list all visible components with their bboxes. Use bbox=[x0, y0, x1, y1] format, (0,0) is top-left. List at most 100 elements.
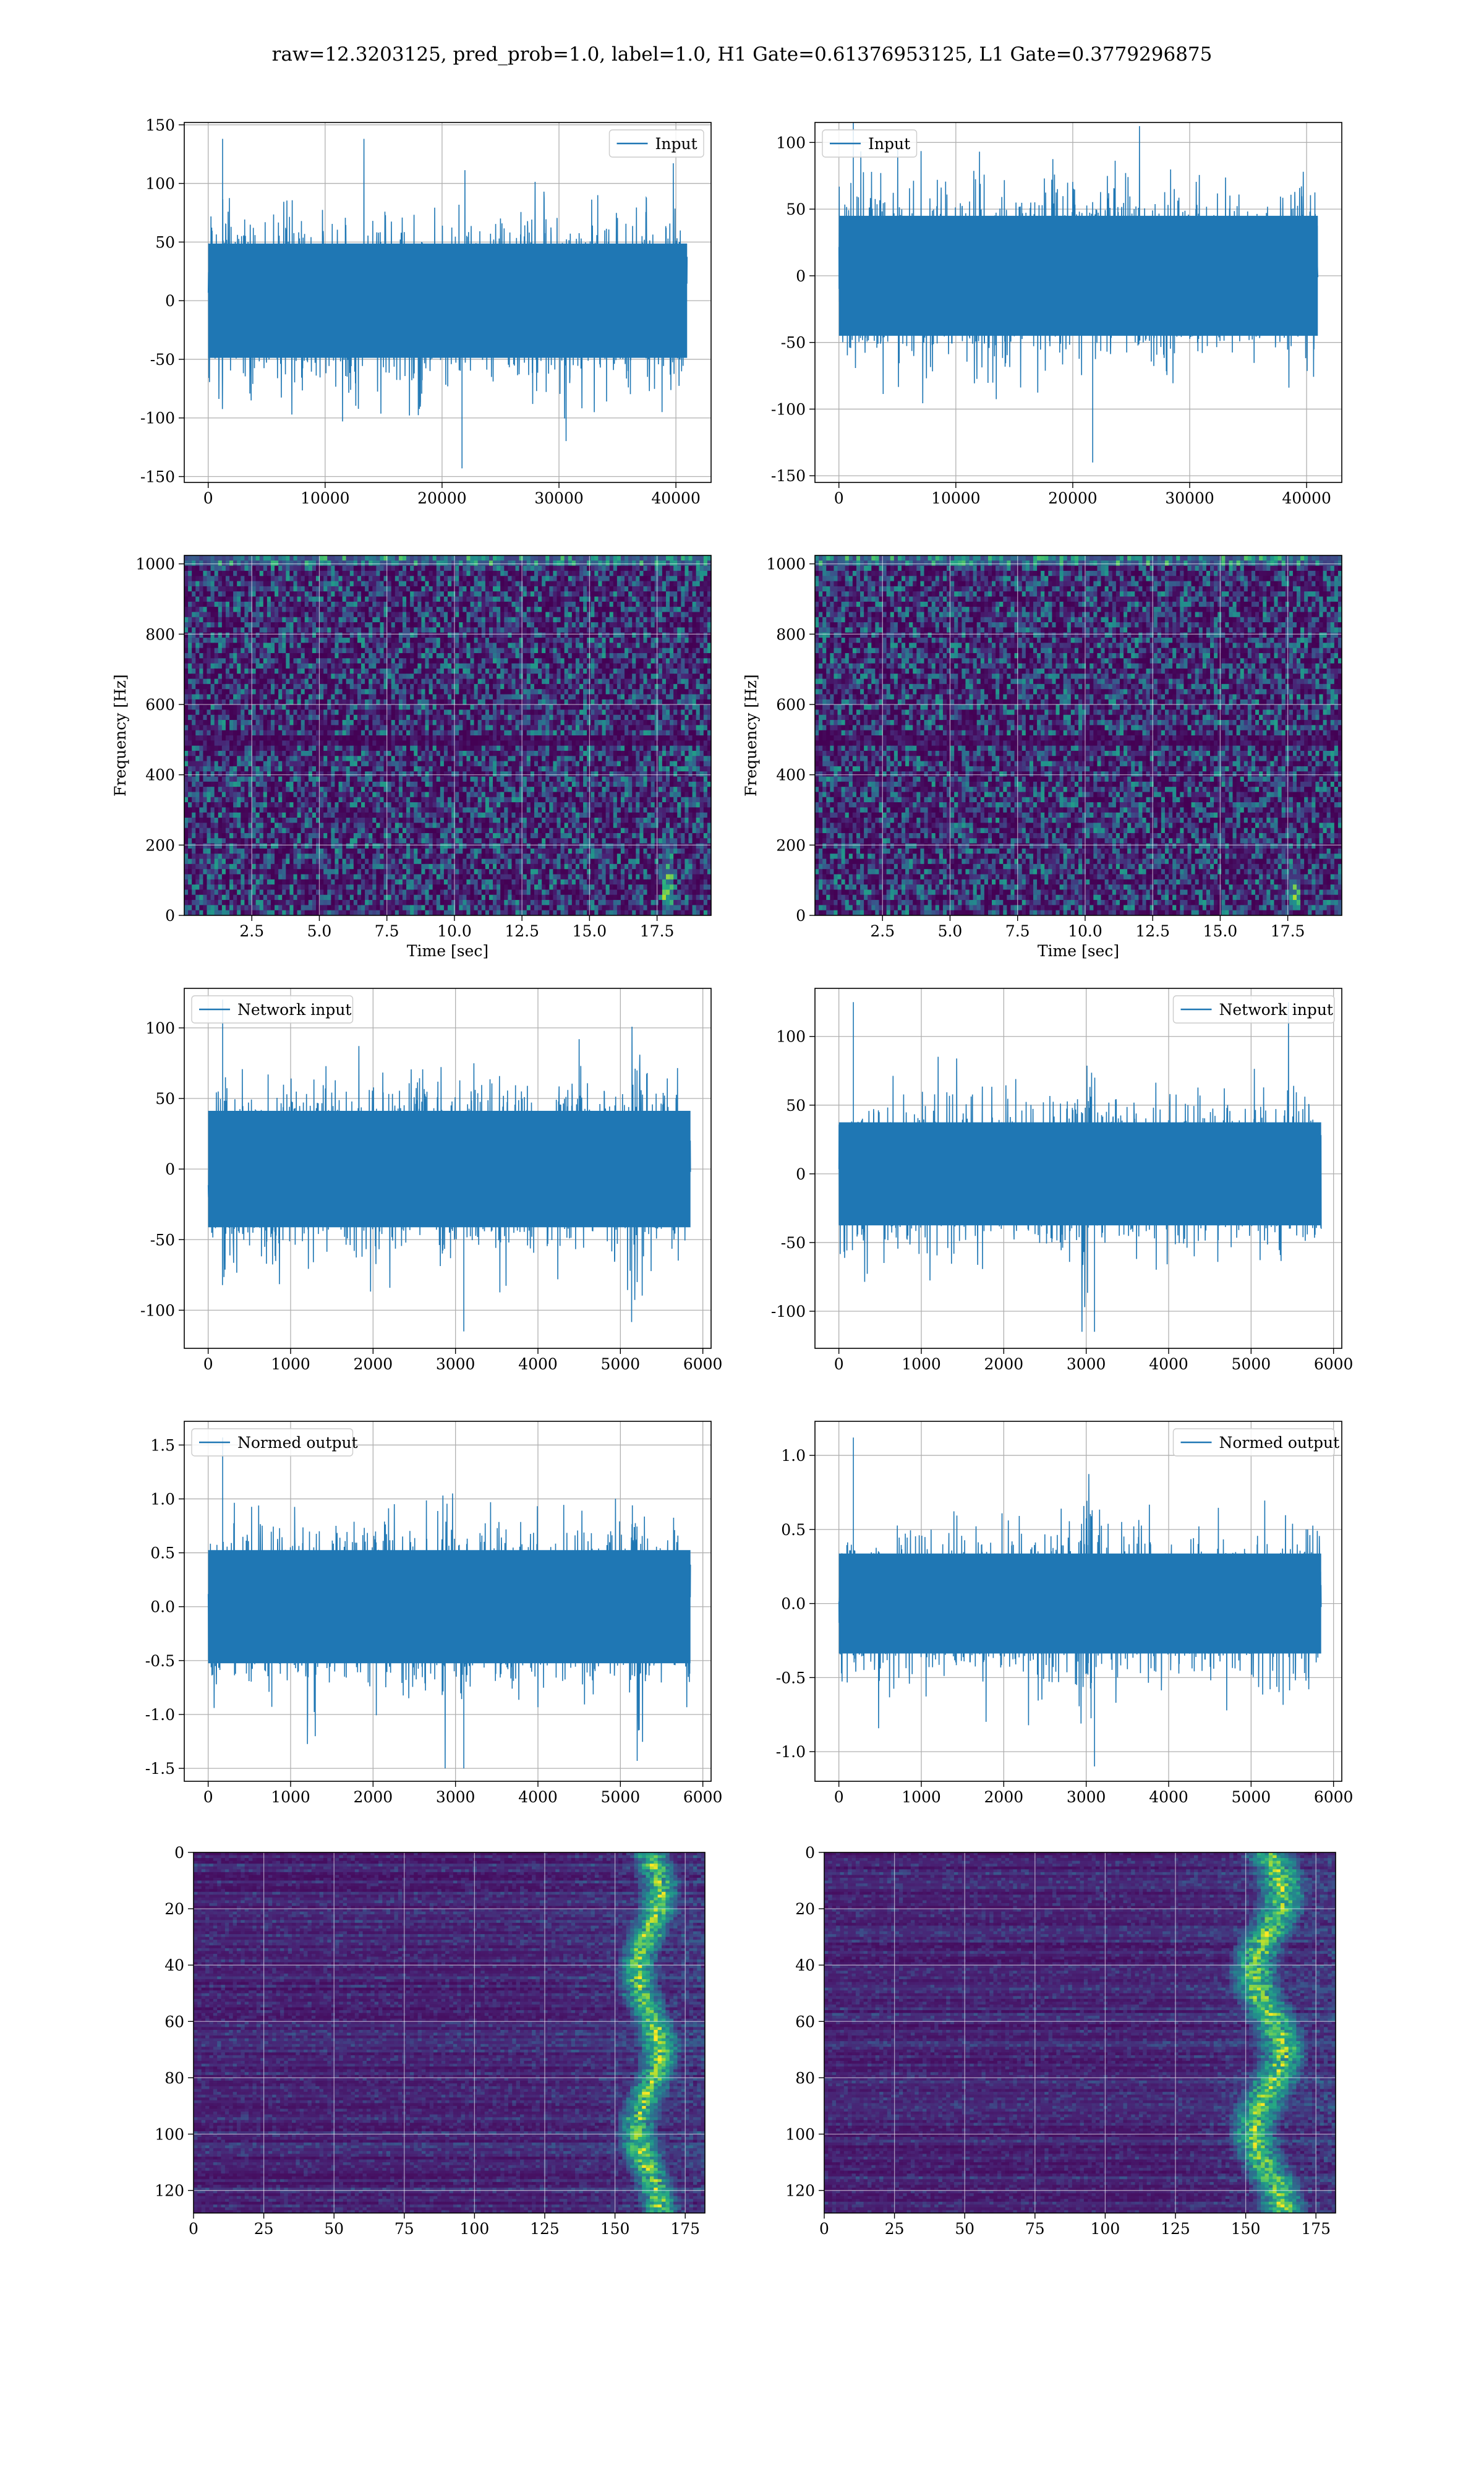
h1-feature-map-xtick-label: 50 bbox=[324, 2220, 344, 2238]
h1-spectrogram-ytick-label: 0 bbox=[165, 907, 175, 925]
h1-network-input-ytick-label: -50 bbox=[150, 1231, 175, 1249]
h1-normed-output-legend: Normed output bbox=[191, 1428, 358, 1457]
l1-network-input-legend: Network input bbox=[1172, 995, 1335, 1024]
h1-spectrogram-xtick-label: 17.5 bbox=[640, 922, 675, 940]
figure-title: raw=12.3203125, pred_prob=1.0, label=1.0… bbox=[0, 43, 1484, 66]
l1-feature-map-ytick-label: 20 bbox=[795, 1900, 815, 1918]
h1-spectrogram-xlabel: Time [sec] bbox=[407, 942, 488, 960]
h1-feature-map-xtick-label: 75 bbox=[394, 2220, 414, 2238]
l1-spectrogram-xtick-label: 12.5 bbox=[1135, 922, 1170, 940]
l1-feature-map-ytick-label: 100 bbox=[785, 2125, 815, 2143]
h1-normed-output-xtick-label: 0 bbox=[203, 1788, 213, 1806]
h1-input-ytick-label: -100 bbox=[140, 409, 175, 427]
h1-feature-map-ytick-label: 0 bbox=[174, 1844, 184, 1862]
l1-input-ytick-label: 100 bbox=[776, 134, 806, 152]
h1-network-input-ytick-label: 50 bbox=[155, 1090, 175, 1108]
l1-feature-map-ytick-label: 40 bbox=[795, 1956, 815, 1974]
l1-normed-output-legend-label: Normed output bbox=[1219, 1434, 1340, 1452]
l1-network-input-ytick-label: 100 bbox=[776, 1028, 806, 1046]
l1-feature-map-xtick-label: 0 bbox=[819, 2220, 829, 2238]
h1-spectrogram-ytick-label: 600 bbox=[145, 696, 175, 714]
l1-network-input-frame bbox=[814, 988, 1342, 1349]
l1-normed-output-frame bbox=[814, 1421, 1342, 1782]
h1-feature-map-ytick-label: 80 bbox=[164, 2069, 184, 2087]
h1-spectrogram-xtick-label: 5.0 bbox=[307, 922, 332, 940]
h1-input-ytick-label: -150 bbox=[140, 468, 175, 486]
l1-spectrogram-frame bbox=[814, 555, 1342, 916]
h1-feature-map-xtick-label: 25 bbox=[254, 2220, 274, 2238]
h1-spectrogram-ylabel: Frequency [Hz] bbox=[111, 674, 129, 797]
l1-feature-map-xtick-label: 150 bbox=[1231, 2220, 1261, 2238]
l1-network-input-xtick-label: 1000 bbox=[902, 1355, 941, 1373]
h1-input-series-core bbox=[208, 243, 688, 358]
l1-normed-output-plot-area bbox=[815, 1421, 1342, 1781]
h1-normed-output-ytick-label: 1.0 bbox=[150, 1490, 175, 1508]
l1-feature-map-xtick-label: 125 bbox=[1161, 2220, 1190, 2238]
h1-input-ytick-label: -50 bbox=[150, 351, 175, 369]
h1-network-input-xtick-label: 5000 bbox=[601, 1355, 641, 1373]
l1-network-input-panel: 0 1000 2000 3000 4000 5000 6000 -100 -50 0 50 100 Ne… bbox=[771, 988, 1353, 1373]
h1-normed-output-ytick-label: 0.0 bbox=[150, 1598, 175, 1616]
l1-normed-output-ytick-label: 0.5 bbox=[781, 1521, 806, 1539]
l1-feature-map-xtick-label: 25 bbox=[885, 2220, 905, 2238]
l1-input-ytick-label: -150 bbox=[771, 467, 806, 485]
l1-network-input-ytick-label: -50 bbox=[781, 1234, 806, 1252]
l1-normed-output-ytick-label: -1.0 bbox=[776, 1743, 806, 1761]
h1-input-ytick-label: 0 bbox=[165, 292, 175, 310]
l1-normed-output-xtick-label: 5000 bbox=[1232, 1788, 1271, 1806]
h1-input-plot-area bbox=[184, 122, 711, 482]
h1-input-xtick-label: 30000 bbox=[534, 489, 584, 507]
h1-feature-map-grid bbox=[194, 1852, 705, 2213]
l1-feature-map-ytick-label: 120 bbox=[785, 2182, 815, 2200]
h1-network-input-series-core bbox=[208, 1110, 691, 1228]
l1-normed-output-xtick-label: 4000 bbox=[1149, 1788, 1188, 1806]
l1-input-ytick-label: -50 bbox=[781, 334, 806, 352]
h1-normed-output-xtick-label: 3000 bbox=[436, 1788, 475, 1806]
l1-spectrogram-ytick-label: 800 bbox=[776, 625, 806, 643]
l1-spectrogram-xtick-label: 5.0 bbox=[938, 922, 963, 940]
l1-spectrogram-grid bbox=[815, 555, 1342, 915]
h1-input-frame bbox=[184, 122, 712, 483]
l1-feature-map-grid bbox=[824, 1852, 1336, 2213]
l1-spectrogram-xtick-label: 7.5 bbox=[1005, 922, 1030, 940]
h1-feature-map-xtick-label: 125 bbox=[530, 2220, 560, 2238]
h1-normed-output-xtick-label: 2000 bbox=[354, 1788, 393, 1806]
l1-spectrogram-ytick-label: 1000 bbox=[766, 555, 806, 573]
l1-spectrogram-panel: 2.5 5.0 7.5 10.0 12.5 15.0 17.5 0 200 400 600 800 10… bbox=[742, 555, 1342, 960]
h1-network-input-frame bbox=[184, 988, 712, 1349]
h1-network-input-panel: 0 1000 2000 3000 4000 5000 6000 -100 -50 0 50 100 Ne… bbox=[140, 988, 722, 1373]
h1-input-xtick-label: 0 bbox=[203, 489, 213, 507]
h1-network-input-ytick-label: -100 bbox=[140, 1301, 175, 1319]
h1-feature-map-xtick-label: 175 bbox=[670, 2220, 700, 2238]
h1-normed-output-series-core bbox=[208, 1550, 691, 1664]
h1-input-ytick-label: 150 bbox=[145, 116, 175, 134]
l1-normed-output-series-core bbox=[838, 1553, 1321, 1654]
h1-feature-map-heatmap-cells bbox=[194, 1852, 705, 2213]
h1-input-legend: Input bbox=[608, 129, 704, 158]
l1-input-series-core bbox=[838, 215, 1318, 336]
l1-feature-map-xtick-label: 75 bbox=[1025, 2220, 1045, 2238]
h1-normed-output-xtick-label: 5000 bbox=[601, 1788, 641, 1806]
l1-network-input-xtick-label: 5000 bbox=[1232, 1355, 1271, 1373]
l1-input-plot-area bbox=[815, 122, 1342, 482]
l1-feature-map-plot-area bbox=[824, 1852, 1336, 2213]
h1-normed-output-panel: 0 1000 2000 3000 4000 5000 6000 -1.5 -1.0 -0.5 0.0… bbox=[145, 1421, 722, 1806]
h1-normed-output-xtick-label: 1000 bbox=[271, 1788, 310, 1806]
l1-normed-output-ytick-label: 1.0 bbox=[781, 1447, 806, 1465]
h1-spectrogram-panel: 2.5 5.0 7.5 10.0 12.5 15.0 17.5 0 200 400 600 800 10… bbox=[111, 555, 712, 960]
l1-normed-output-xtick-label: 2000 bbox=[984, 1788, 1024, 1806]
h1-normed-output-plot-area bbox=[184, 1421, 711, 1781]
h1-network-input-ytick-label: 0 bbox=[165, 1160, 175, 1178]
l1-spectrogram-ylabel: Frequency [Hz] bbox=[742, 674, 760, 797]
l1-input-legend: Input bbox=[822, 129, 918, 158]
h1-feature-map-plot-area bbox=[194, 1852, 705, 2213]
h1-normed-output-ytick-label: -1.5 bbox=[145, 1760, 175, 1778]
h1-input-xtick-label: 40000 bbox=[651, 489, 701, 507]
l1-normed-output-panel: 0 1000 2000 3000 4000 5000 6000 -1.0 -0.5 0.0 0.5 1… bbox=[776, 1421, 1353, 1806]
l1-network-input-ytick-label: -100 bbox=[771, 1303, 806, 1320]
l1-feature-map-xtick-label: 100 bbox=[1091, 2220, 1120, 2238]
h1-input-panel: 0 10000 20000 30000 40000 -150 -100 -50 0 50 100 15… bbox=[140, 116, 712, 507]
h1-feature-map-ytick-label: 120 bbox=[155, 2182, 184, 2200]
l1-input-legend-label: Input bbox=[868, 135, 910, 153]
h1-normed-output-ytick-label: -0.5 bbox=[145, 1652, 175, 1670]
